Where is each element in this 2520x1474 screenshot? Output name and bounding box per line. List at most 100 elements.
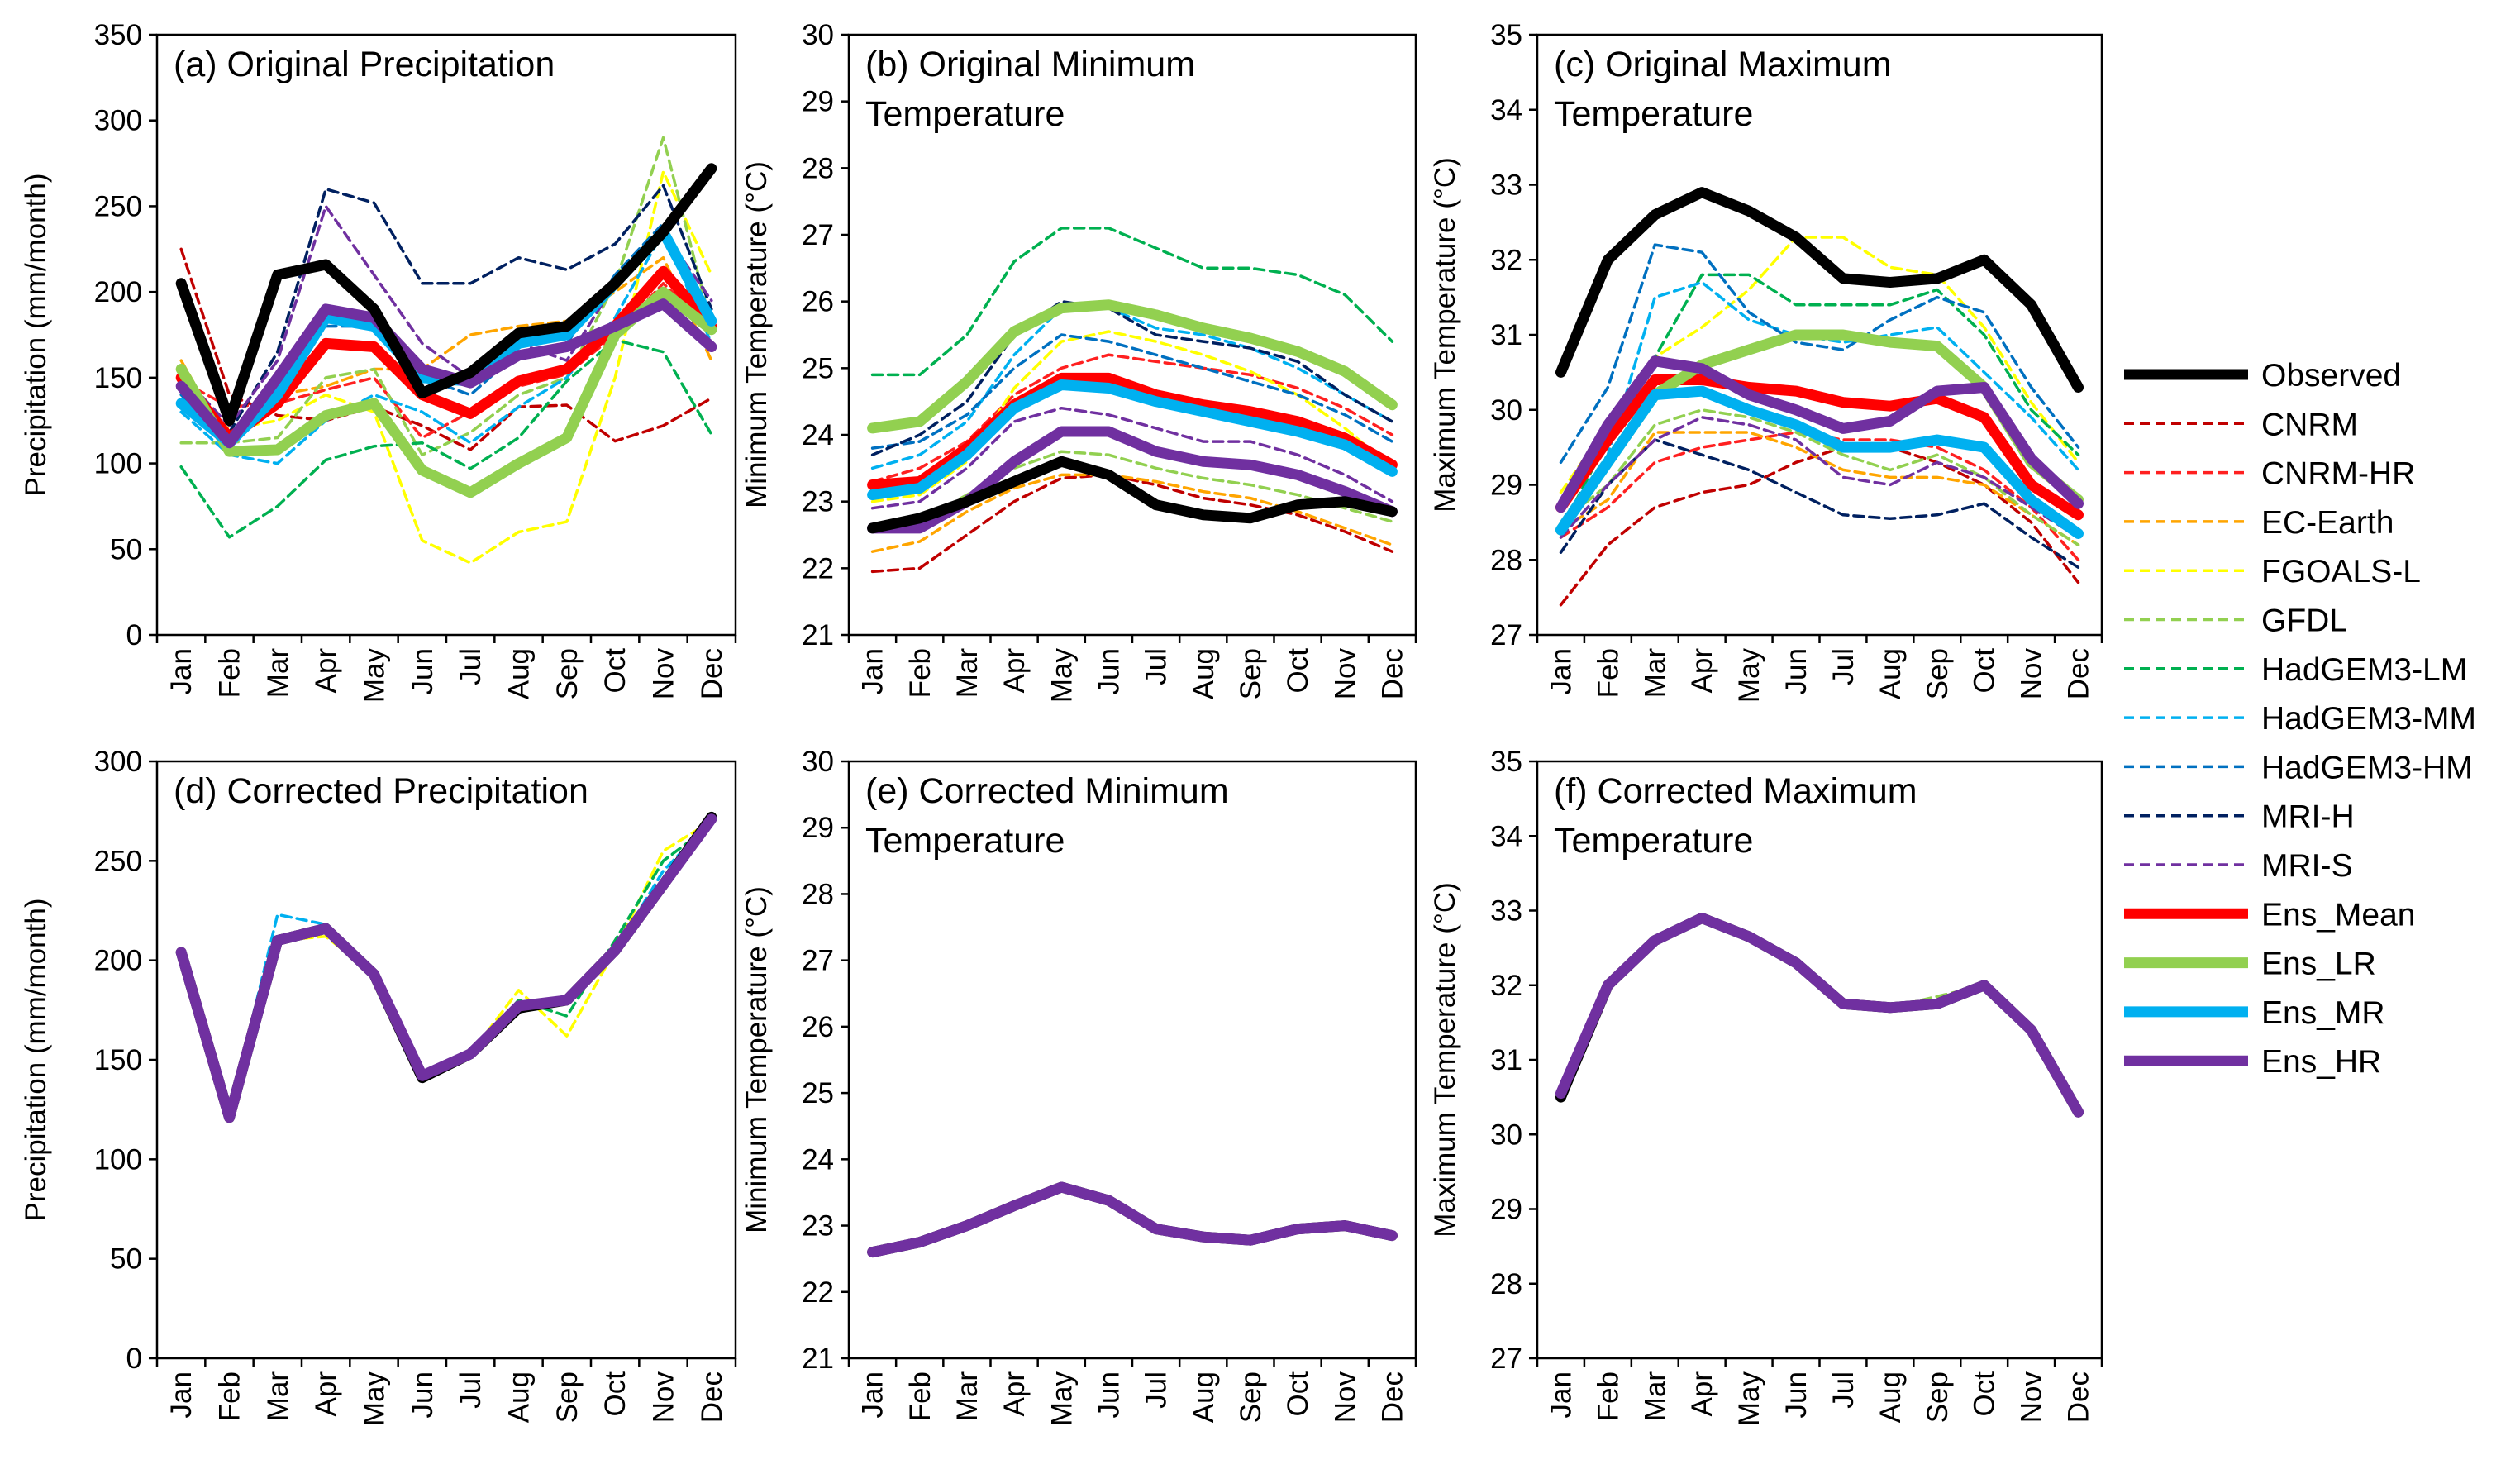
legend-label: Ens_LR [2261, 947, 2376, 982]
y-tick-label: 30 [802, 19, 834, 51]
series-line-observed [175, 163, 717, 427]
series-line-hadgem3-lm [870, 227, 1394, 377]
y-tick-label: 33 [1490, 169, 1522, 202]
x-tick-label: Apr [998, 1371, 1031, 1417]
x-tick-label: Apr [310, 1371, 342, 1417]
panel-a-original-precipitation: 0 50 100 150 200 250 300 350 Jan Feb Mar Apr May Jun J… [20, 19, 737, 704]
series-line-ens-mr [867, 379, 1398, 501]
y-tick-label: 32 [1490, 244, 1522, 276]
series-group [1555, 187, 2084, 607]
y-axis-label: Minimum Temperature (°C) [741, 161, 773, 508]
panel-e-corrected-minimum-temperature: 21 22 23 24 25 26 27 28 29 30 Jan Feb Mar Apr May Jun Ju… [741, 746, 1417, 1427]
x-tick-label: Oct [1282, 1371, 1314, 1417]
x-tick-label: Aug [503, 1371, 536, 1423]
y-tick-label: 350 [94, 19, 142, 51]
x-tick-label: Oct [1282, 648, 1314, 694]
legend-item-ens-lr: Ens_LR [2124, 947, 2376, 982]
x-tick-label: Aug [1875, 1371, 1907, 1423]
series-line-ens-mr [1555, 385, 2084, 539]
series-group [867, 227, 1398, 574]
x-tick-label: Sep [1922, 1371, 1954, 1423]
series-line-hadgem3-mm [179, 230, 713, 465]
x-tick-label: Oct [1969, 648, 2001, 694]
x-tick-label: Jun [407, 648, 439, 694]
series-line-cnrm [870, 473, 1394, 574]
y-tick-label: 22 [802, 552, 834, 584]
x-tick-label: Apr [998, 648, 1031, 694]
y-tick-label: 34 [1490, 820, 1522, 852]
legend-item-ec-earth: EC-Earth [2124, 505, 2394, 541]
x-tick-label: Feb [904, 648, 936, 698]
y-axis-label: Precipitation (mm/month) [20, 174, 52, 497]
x-tick-label: May [1733, 648, 1765, 704]
y-tick-label: 35 [1490, 746, 1522, 778]
y-tick-label: 21 [802, 1343, 834, 1375]
y-tick-label: 27 [1490, 619, 1522, 651]
series-line-ens-hr [175, 813, 717, 1123]
legend-item-gfdl: GFDL [2124, 603, 2347, 639]
x-tick-label: Oct [599, 1371, 631, 1417]
y-tick-label: 250 [94, 190, 142, 222]
y-tick-label: 250 [94, 845, 142, 877]
x-tick-label: May [359, 1371, 391, 1427]
y-tick-label: 30 [1490, 394, 1522, 427]
y-tick-label: 27 [802, 945, 834, 977]
x-tick-label: Nov [1329, 1371, 1361, 1424]
y-tick-label: 33 [1490, 895, 1522, 928]
legend-label: HadGEM3-HM [2261, 750, 2473, 785]
x-tick-label: Jan [1545, 1371, 1577, 1418]
y-tick-label: 200 [94, 945, 142, 977]
y-tick-label: 26 [802, 1011, 834, 1043]
x-tick-label: Feb [1592, 1371, 1624, 1421]
legend-item-fgoals-l: FGOALS-L [2124, 554, 2421, 589]
y-tick-label: 24 [802, 419, 834, 451]
y-tick-label: 150 [94, 1044, 142, 1076]
legend-label: HadGEM3-MM [2261, 701, 2476, 737]
y-tick-label: 27 [802, 219, 834, 251]
y-tick-label: 30 [802, 746, 834, 778]
y-tick-label: 100 [94, 448, 142, 480]
series-line-fgoals-l [870, 330, 1394, 503]
x-tick-label: Aug [1188, 1371, 1220, 1423]
x-tick-label: May [359, 648, 391, 704]
series-line-mri-h [870, 299, 1394, 456]
y-axis-label: Precipitation (mm/month) [20, 899, 52, 1222]
legend-label: Ens_MR [2261, 995, 2385, 1031]
legend-item-observed: Observed [2124, 358, 2401, 394]
y-tick-label: 23 [802, 486, 834, 518]
panel-title: Temperature [1554, 821, 1753, 861]
x-tick-label: May [1046, 1371, 1078, 1427]
x-tick-label: Mar [951, 648, 984, 699]
legend-label: FGOALS-L [2261, 554, 2421, 589]
series-line-mri-s [1559, 416, 2080, 539]
y-tick-label: 21 [802, 619, 834, 651]
y-tick-label: 300 [94, 746, 142, 778]
panel-c-original-maximum-temperature: 27 28 29 30 31 32 33 34 35 Jan Feb Mar Apr May Jun Jul A… [1429, 19, 2103, 704]
y-tick-label: 300 [94, 105, 142, 137]
x-tick-label: Feb [1592, 648, 1624, 698]
x-tick-label: Jul [1141, 1371, 1173, 1409]
x-tick-label: Apr [1686, 648, 1718, 694]
x-tick-label: Aug [503, 648, 536, 699]
x-tick-label: Sep [1235, 648, 1267, 699]
x-tick-label: Oct [599, 648, 631, 694]
y-tick-label: 29 [802, 86, 834, 118]
panel-title: (f) Corrected Maximum [1554, 771, 1917, 811]
x-tick-label: Jun [1093, 1371, 1125, 1418]
legend-item-cnrm-hr: CNRM-HR [2124, 456, 2415, 492]
x-tick-label: Jan [1545, 648, 1577, 694]
legend-item-mri-h: MRI-H [2124, 799, 2355, 835]
x-tick-label: Dec [1376, 1371, 1408, 1423]
y-tick-label: 150 [94, 362, 142, 394]
y-tick-label: 26 [802, 286, 834, 318]
panel-b-original-minimum-temperature: 21 22 23 24 25 26 27 28 29 30 Jan Feb Mar Apr May Jun Ju… [741, 19, 1417, 703]
series-line-mri-s [870, 406, 1394, 510]
series-line-ec-earth [870, 473, 1394, 553]
legend-item-cnrm: CNRM [2124, 407, 2358, 442]
y-tick-label: 25 [802, 352, 834, 384]
x-tick-label: Jan [165, 1371, 198, 1418]
panel-title: Temperature [865, 821, 1065, 861]
x-tick-label: Apr [1686, 1371, 1718, 1417]
x-tick-label: Sep [1235, 1371, 1267, 1423]
series-line-ens-hr [1555, 355, 2084, 513]
